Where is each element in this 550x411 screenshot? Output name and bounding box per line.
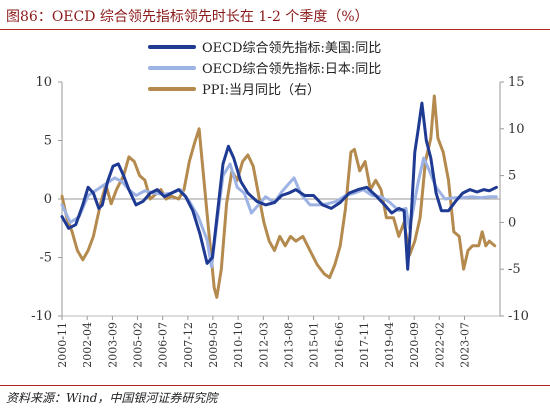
x-tick-label: 2020-09 — [408, 322, 421, 368]
axes-group: -10 -5 0 5 10 -10 -5 0 5 10 15 2000-11 2002-04 2003-0… — [31, 75, 529, 368]
y-left-tick-label: -5 — [39, 251, 52, 266]
x-tick-label: 2015-01 — [308, 322, 321, 368]
x-tick-label: 2013-08 — [282, 322, 295, 368]
x-tick-label: 2007-12 — [182, 322, 195, 368]
y-right-tick-label: 0 — [508, 215, 516, 230]
y-left-tick-label: -10 — [31, 309, 52, 324]
y-right-tick-label: 5 — [508, 169, 516, 184]
series-line-0 — [60, 101, 498, 271]
x-tick-label: 2017-11 — [358, 322, 371, 368]
x-tick-label: 2002-04 — [81, 322, 94, 368]
x-tick-label: 2022-02 — [433, 322, 446, 368]
y-right-tick-label: -5 — [508, 262, 521, 277]
x-tick-label: 2000-11 — [56, 322, 69, 368]
x-tick-label: 2005-02 — [131, 322, 144, 368]
figure-title: 图86：OECD 综合领先指标领先时长在 1-2 个季度（%） — [6, 9, 369, 25]
x-tick-label: 2019-04 — [383, 322, 396, 368]
series-line-2 — [60, 94, 497, 299]
series-group — [60, 94, 498, 299]
x-tick-label: 2009-05 — [207, 322, 220, 368]
x-tick-label: 2010-10 — [232, 322, 245, 368]
legend: OECD综合领先指标:美国:同比 OECD综合领先指标:日本:同比 PPI:当月同比… — [148, 41, 381, 98]
line-chart: -10 -5 0 5 10 -10 -5 0 5 10 15 2000-11 2002-04 2003-0… — [31, 41, 529, 368]
legend-label-2: PPI:当月同比（右） — [202, 83, 320, 98]
legend-label-1: OECD综合领先指标:日本:同比 — [202, 62, 381, 77]
y-right-tick-label: 10 — [508, 122, 525, 137]
x-tick-label: 2023-07 — [458, 322, 471, 368]
x-tick-label: 2016-06 — [333, 322, 346, 368]
y-left-tick-label: 10 — [35, 75, 52, 90]
y-left-tick-label: 0 — [44, 192, 52, 207]
source-note: 资料来源：Wind，中国银河证券研究院 — [6, 391, 218, 405]
title-divider — [0, 29, 550, 30]
x-tick-label: 2012-03 — [257, 322, 270, 368]
y-left-tick-label: 5 — [44, 134, 52, 149]
series-line-1 — [60, 156, 498, 269]
y-right-tick-label: 15 — [508, 75, 525, 90]
x-tick-label: 2006-07 — [157, 322, 170, 368]
y-right-tick-label: -10 — [508, 309, 529, 324]
source-divider — [0, 385, 550, 386]
x-tick-label: 2003-09 — [106, 322, 119, 368]
legend-label-0: OECD综合领先指标:美国:同比 — [202, 41, 381, 56]
